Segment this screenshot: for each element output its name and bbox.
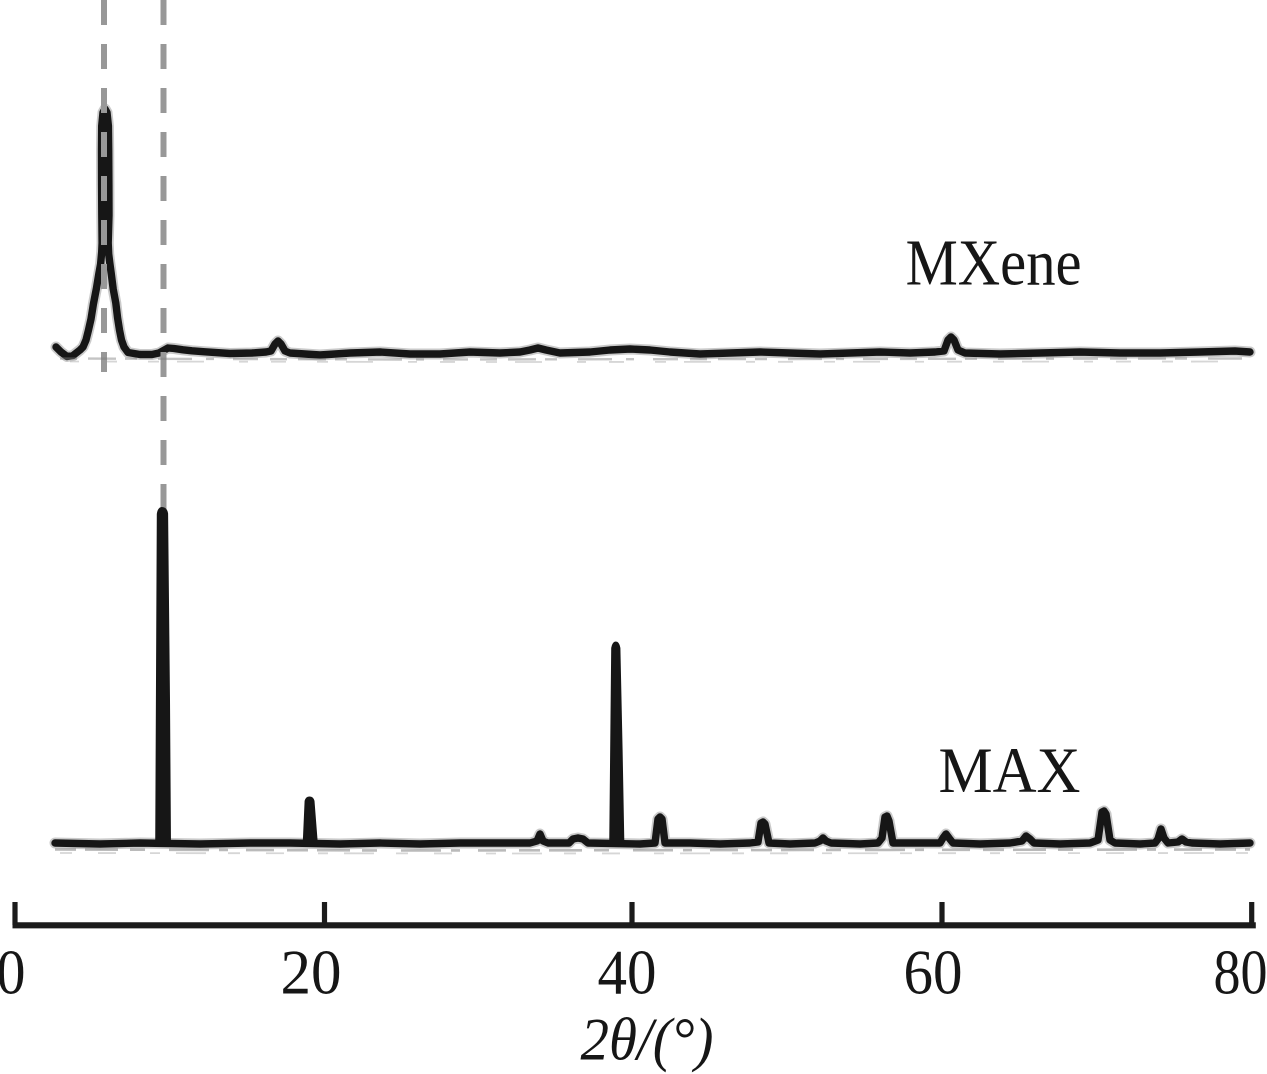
svg-text:2θ/(°): 2θ/(°) bbox=[581, 1007, 714, 1073]
svg-text:20: 20 bbox=[281, 937, 342, 1008]
svg-text:60: 60 bbox=[904, 937, 963, 1008]
svg-text:MXene: MXene bbox=[906, 227, 1082, 300]
svg-text:80: 80 bbox=[1214, 937, 1267, 1008]
svg-text:0: 0 bbox=[0, 937, 26, 1008]
svg-text:40: 40 bbox=[598, 937, 657, 1008]
svg-text:MAX: MAX bbox=[939, 735, 1081, 807]
